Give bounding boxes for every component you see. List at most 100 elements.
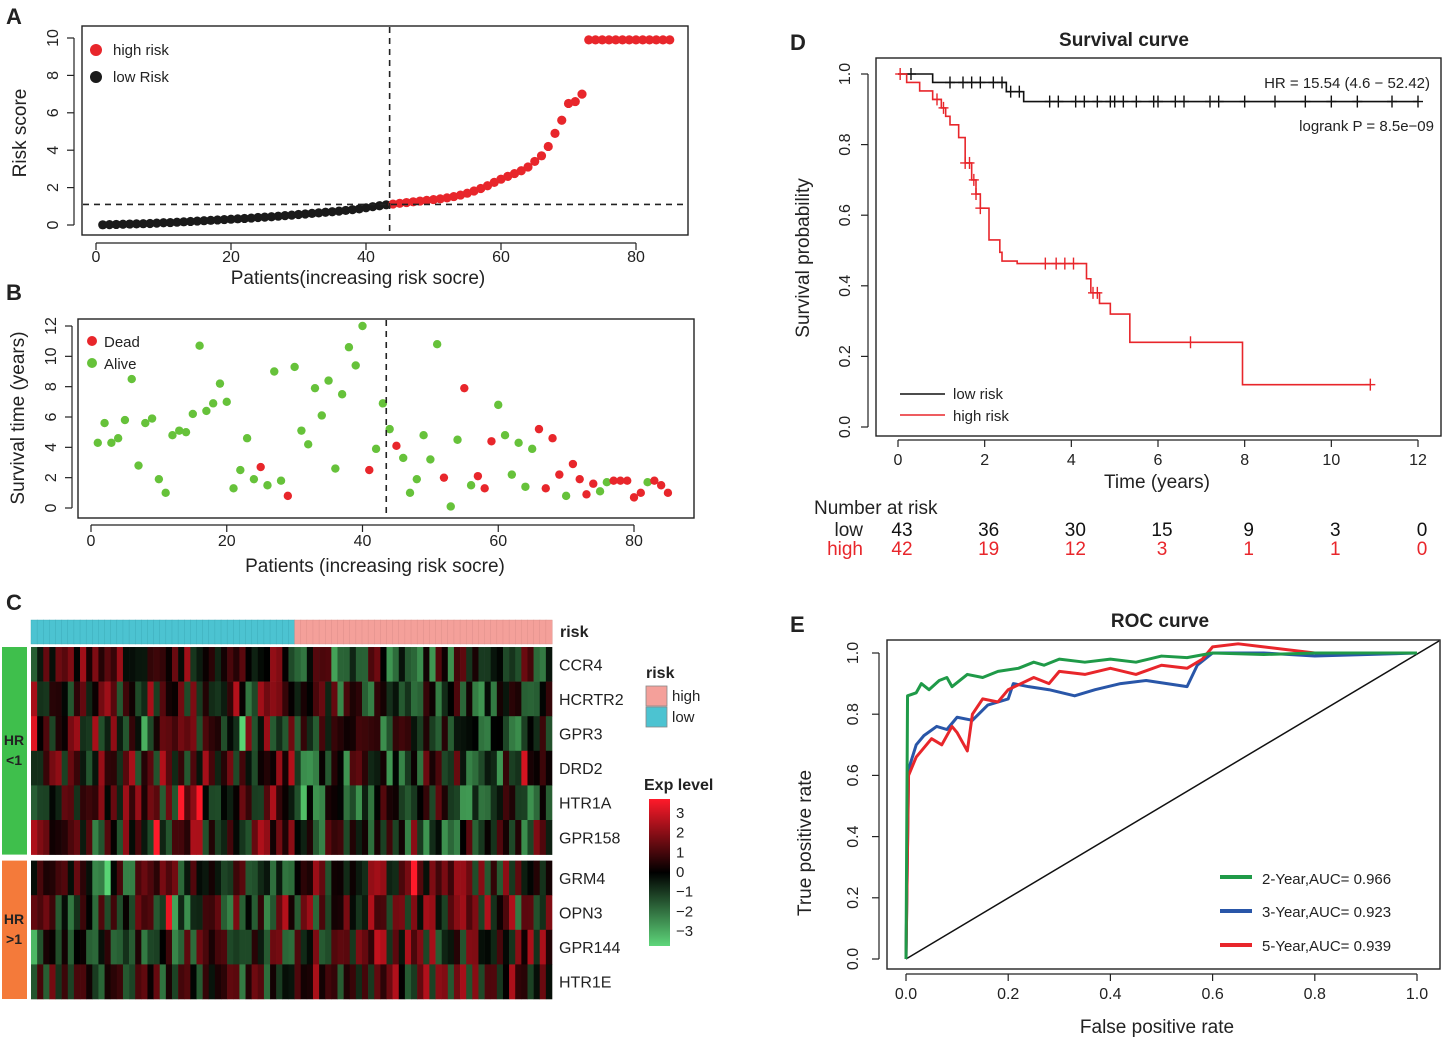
panel-c-heatmap-cell — [398, 750, 406, 786]
panel-c-heatmap-cell — [122, 860, 130, 896]
panel-c-heatmap-cell — [294, 964, 301, 1000]
panel-c-group-label: HR — [4, 732, 24, 748]
panel-c-heatmap-cell — [343, 785, 351, 821]
panel-c-risk-cell-high — [386, 619, 394, 645]
panel-c-risk-cell-high — [465, 619, 473, 645]
panel-c-risk-cell-low — [275, 619, 283, 645]
panel-c-gene-label: HTR1E — [559, 975, 611, 992]
panel-c-heatmap-cell — [361, 929, 369, 965]
panel-c-scale-tick-label: 0 — [676, 864, 684, 881]
panel-a-high-risk-point — [658, 35, 668, 45]
panel-c-heatmap-cell — [374, 895, 381, 931]
panel-c-heatmap-cell — [453, 860, 461, 896]
panel-c-heatmap-cell — [441, 681, 449, 717]
panel-c-heatmap-cell — [374, 860, 381, 896]
panel-c-risk-cell-low — [190, 619, 197, 645]
panel-a-high-risk-point — [570, 96, 580, 107]
panel-a-low-risk-point — [361, 203, 371, 213]
panel-c-heatmap-cell — [202, 964, 210, 1000]
panel-d-risk-table-cell: 12 — [1065, 539, 1086, 560]
panel-b-dead-point — [541, 484, 550, 493]
panel-c-heatmap-cell — [239, 716, 246, 752]
panel-c-heatmap-cell — [404, 681, 412, 717]
panel-c-heatmap-cell — [398, 681, 406, 717]
panel-c-heatmap-cell — [61, 647, 69, 682]
panel-c-heatmap-cell — [435, 785, 442, 821]
panel-c-heatmap-cell — [288, 820, 295, 855]
panel-c-heatmap-cell — [270, 820, 277, 855]
panel-c-heatmap-cell — [190, 647, 197, 682]
panel-d-title: Survival curve — [1059, 30, 1189, 51]
panel-c-heatmap-cell — [355, 716, 363, 752]
panel-c-heatmap-cell — [435, 895, 442, 931]
panel-c-heatmap-cell — [104, 860, 111, 896]
panel-e-xtick-label: 0.8 — [1304, 986, 1326, 1003]
panel-c-heatmap-cell — [478, 785, 485, 821]
panel-a-xtick-label: 80 — [627, 249, 645, 266]
panel-c-heatmap-cell — [116, 895, 124, 931]
panel-b-dead-point — [636, 488, 645, 498]
panel-c-heatmap-cell — [478, 895, 485, 931]
panel-c-heatmap-cell — [435, 929, 442, 965]
panel-b-alive-point — [331, 464, 340, 473]
panel-c-heatmap-cell — [527, 785, 534, 821]
panel-c-heatmap-cell — [171, 895, 179, 931]
panel-a-low-risk-point — [219, 214, 229, 225]
panel-c-heatmap-cell — [355, 820, 363, 855]
panel-a-high-risk-point — [415, 196, 425, 206]
panel-c-scale-tick-label: 3 — [676, 805, 684, 822]
panel-c-heatmap-cell — [196, 860, 203, 896]
panel-c-heatmap-cell — [527, 964, 534, 1000]
panel-c-heatmap-cell — [221, 750, 228, 786]
panel-a-low-risk-point — [307, 208, 317, 219]
panel-a-low-risk-point — [381, 200, 391, 210]
panel-c-heatmap-cell — [515, 785, 522, 821]
panel-e-ytick-label: 0.2 — [845, 887, 862, 909]
panel-b-alive-point — [385, 424, 394, 434]
panel-c-heatmap-cell — [466, 681, 473, 717]
panel-c-heatmap-cell — [221, 820, 228, 855]
panel-c-heatmap-cell — [527, 647, 534, 682]
panel-c-risk-cell-low — [85, 619, 93, 645]
panel-c-heatmap-cell — [496, 716, 504, 752]
panel-c-heatmap-cell — [472, 860, 479, 896]
panel-c-heatmap-cell — [521, 929, 528, 965]
panel-c-heatmap-cell — [325, 750, 332, 786]
panel-c-heatmap-cell — [178, 716, 185, 752]
panel-c-heatmap-cell — [509, 964, 516, 1000]
panel-c-heatmap-cell — [263, 785, 271, 821]
panel-b-alive-point — [297, 426, 306, 435]
panel-c-heatmap-cell — [466, 820, 473, 855]
panel-c-heatmap-cell — [233, 895, 240, 931]
panel-c-heatmap-cell — [61, 820, 69, 855]
panel-c-heatmap-cell — [110, 964, 118, 1000]
panel-c-heatmap-cell — [533, 820, 541, 855]
panel-c-heatmap-cell — [496, 820, 504, 855]
panel-b-alive-point — [426, 455, 435, 464]
panel-b-alive-point — [202, 406, 211, 416]
panel-c-heatmap-cell — [453, 964, 461, 1000]
panel-b-legend-dead: Dead — [104, 334, 140, 351]
panel-c-heatmap-cell — [484, 820, 492, 855]
panel-c-heatmap-cell — [466, 964, 473, 1000]
panel-c-heatmap-cell — [233, 681, 240, 717]
panel-a-high-risk-point — [631, 35, 641, 45]
panel-c-heatmap-cell — [159, 820, 167, 855]
panel-c-heatmap-cell — [233, 929, 240, 965]
panel-c-heatmap-cell — [539, 929, 547, 965]
panel-c-heatmap-cell — [227, 895, 234, 931]
panel-a-low-risk-point — [354, 204, 364, 214]
panel-c-heatmap-cell — [374, 964, 381, 1000]
panel-d-risk-table-cell: 36 — [978, 520, 999, 541]
panel-c-heatmap-cell — [239, 820, 246, 855]
panel-d-risk-table-cell: 9 — [1243, 520, 1254, 541]
panel-c-heatmap-cell — [282, 647, 289, 682]
panel-d-xtick-label: 2 — [980, 452, 989, 469]
panel-c-heatmap-cell — [527, 750, 534, 786]
panel-c-heatmap-cell — [429, 860, 436, 896]
panel-b-survival-status-plot: 0 20 40 60 80 0 2 4 6 8 10 12 Dead Alive Patients … — [8, 317, 695, 577]
panel-c-heatmap-cell — [441, 895, 449, 931]
panel-c-heatmap-cell — [61, 785, 69, 821]
panel-c-heatmap-cell — [288, 681, 295, 717]
panel-c-heatmap-cell — [122, 895, 130, 931]
